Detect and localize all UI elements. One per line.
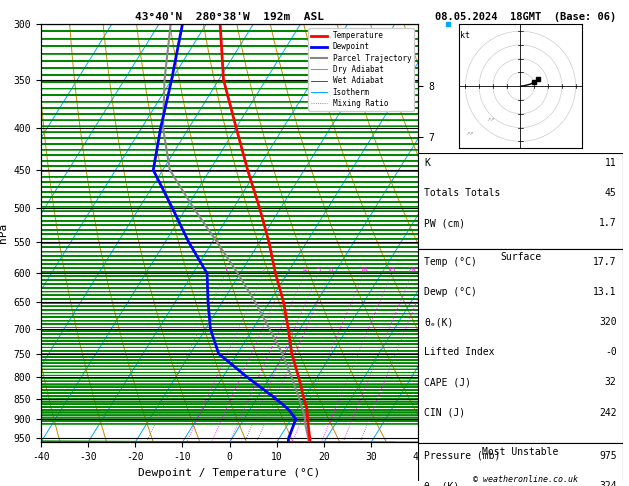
- Bar: [418, 248, 623, 443]
- Text: Most Unstable: Most Unstable: [482, 447, 559, 457]
- Text: 4: 4: [303, 267, 307, 273]
- Text: 975: 975: [599, 451, 616, 461]
- Text: PW (cm): PW (cm): [425, 218, 465, 228]
- Text: ↗↗: ↗↗: [465, 129, 474, 136]
- Text: CIN (J): CIN (J): [425, 408, 465, 417]
- Text: 17.7: 17.7: [593, 257, 616, 267]
- Text: 324: 324: [599, 481, 616, 486]
- Text: Surface: Surface: [500, 253, 541, 262]
- Text: 3: 3: [286, 267, 289, 273]
- Text: 6: 6: [328, 267, 332, 273]
- Text: © weatheronline.co.uk: © weatheronline.co.uk: [473, 474, 577, 484]
- Text: CAPE (J): CAPE (J): [425, 378, 471, 387]
- Text: 5: 5: [316, 267, 321, 273]
- Text: 10: 10: [360, 267, 368, 273]
- Y-axis label: hPa: hPa: [0, 223, 8, 243]
- Text: 320: 320: [599, 317, 616, 327]
- Text: K: K: [425, 158, 430, 168]
- Text: 13.1: 13.1: [593, 287, 616, 297]
- Text: LCL: LCL: [425, 417, 440, 426]
- Text: ↗↗: ↗↗: [486, 116, 494, 122]
- Title: 43°40'N  280°38'W  192m  ASL: 43°40'N 280°38'W 192m ASL: [135, 12, 324, 22]
- Bar: [418, 443, 623, 486]
- Bar: [418, 153, 623, 248]
- Text: 11: 11: [605, 158, 616, 168]
- Text: Totals Totals: Totals Totals: [425, 188, 501, 198]
- Text: θₑ (K): θₑ (K): [425, 481, 460, 486]
- Text: 15: 15: [387, 267, 396, 273]
- Text: kt: kt: [460, 31, 470, 40]
- X-axis label: Dewpoint / Temperature (°C): Dewpoint / Temperature (°C): [138, 468, 321, 478]
- Text: 2: 2: [262, 267, 266, 273]
- Text: 20: 20: [408, 267, 416, 273]
- Text: 1: 1: [223, 267, 228, 273]
- Legend: Temperature, Dewpoint, Parcel Trajectory, Dry Adiabat, Wet Adiabat, Isotherm, Mi: Temperature, Dewpoint, Parcel Trajectory…: [308, 28, 415, 111]
- Text: -0: -0: [605, 347, 616, 357]
- Text: Dewp (°C): Dewp (°C): [425, 287, 477, 297]
- Text: Temp (°C): Temp (°C): [425, 257, 477, 267]
- Text: 1.7: 1.7: [599, 218, 616, 228]
- Text: 45: 45: [605, 188, 616, 198]
- Text: Lifted Index: Lifted Index: [425, 347, 495, 357]
- Text: 32: 32: [605, 378, 616, 387]
- Text: Pressure (mb): Pressure (mb): [425, 451, 501, 461]
- Y-axis label: km
ASL: km ASL: [437, 225, 459, 242]
- Text: 242: 242: [599, 408, 616, 417]
- Text: θₑ(K): θₑ(K): [425, 317, 454, 327]
- Text: 08.05.2024  18GMT  (Base: 06): 08.05.2024 18GMT (Base: 06): [435, 12, 616, 22]
